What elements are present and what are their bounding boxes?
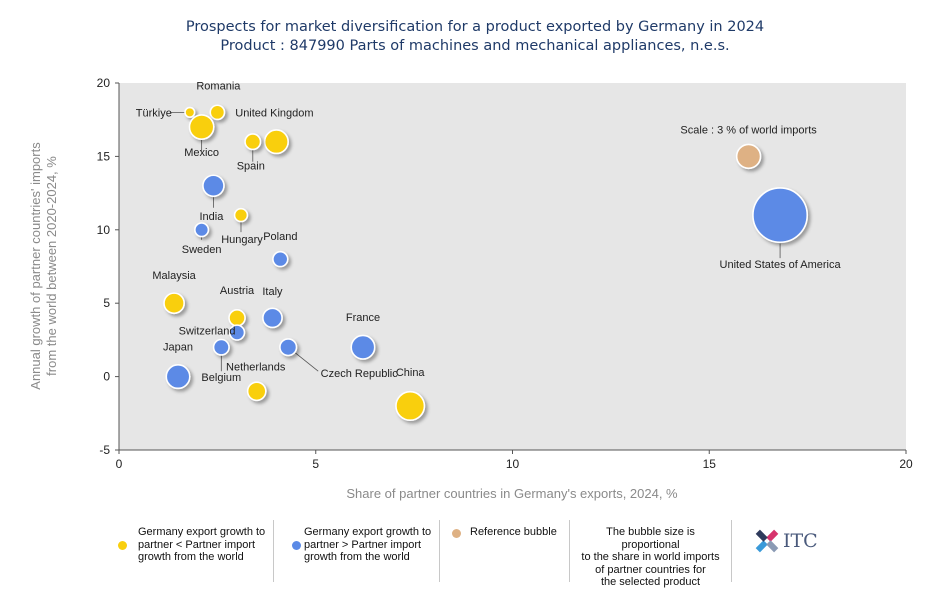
x-tick-label: 0 [116, 457, 123, 471]
chart-subtitle: Product : 847990 Parts of machines and m… [220, 38, 730, 54]
bubble-label-scale-3-of-world-imports: Scale : 3 % of world imports [680, 124, 817, 136]
bubble-label-czech-republic: Czech Republic [321, 368, 399, 380]
x-tick-label: 15 [703, 457, 717, 471]
bubble-poland [272, 250, 289, 268]
bubble-united-kingdom [263, 129, 289, 155]
legend-blue-text: Germany export growth to partner > Partne… [304, 526, 432, 563]
itc-logo: ITC [732, 520, 842, 582]
bubble-label-india: India [200, 211, 225, 223]
x-tick-label: 20 [899, 457, 913, 471]
bubble-switzerland [228, 324, 246, 341]
y-axis-title-line2: from the world between 2020-2024, % [44, 156, 59, 376]
legend-item-reference: Reference bubble [440, 520, 570, 582]
bubble-scale-3-of-world-imports [735, 143, 762, 170]
bubble-label-switzerland: Switzerland [179, 326, 236, 338]
itc-logo-text: ITC [783, 530, 818, 552]
bubble-label-france: France [346, 312, 380, 324]
bubble-label-austria: Austria [220, 285, 255, 297]
bubble-label-china: China [396, 367, 426, 379]
y-axis-title-line1: Annual growth of partner countries' impo… [28, 142, 43, 390]
chart-title: Prospects for market diversification for… [185, 19, 765, 35]
bubble-label-united-kingdom: United Kingdom [235, 108, 313, 120]
bubble-label-japan: Japan [163, 342, 193, 354]
bubble-netherlands [246, 381, 267, 402]
bubble-label-romania: Romania [196, 80, 241, 92]
bubble-label-malaysia: Malaysia [152, 270, 196, 282]
reference-bubble-icon [452, 529, 461, 538]
bubble-united-states-of-america [752, 187, 809, 244]
bubble-romania [209, 104, 226, 121]
legend-item-blue: Germany export growth to partner > Partne… [274, 520, 440, 582]
bubble-czech-republic [279, 338, 298, 357]
legend: Germany export growth to partner < Partne… [100, 520, 842, 588]
bubble-label-hungary: Hungary [221, 234, 263, 246]
x-tick-label: 10 [506, 457, 520, 471]
x-axis-title: Share of partner countries in Germany's … [346, 486, 678, 501]
bubble-label-united-states-of-america: United States of America [720, 259, 842, 271]
legend-yellow-text: Germany export growth to partner < Partne… [138, 526, 266, 563]
legend-item-yellow: Germany export growth to partner < Partne… [100, 520, 274, 582]
bubble-italy [262, 307, 283, 329]
x-tick-label: 5 [312, 457, 319, 471]
bubble-label-poland: Poland [263, 231, 297, 243]
bubble-label-spain: Spain [237, 161, 265, 173]
y-tick-label: 20 [97, 76, 111, 90]
bubble-label-t-rkiye: Türkiye [136, 107, 172, 119]
legend-size-note: The bubble size is proportional to the sh… [570, 520, 732, 588]
bubble-t-rkiye [184, 106, 196, 118]
bubble-india [202, 174, 225, 198]
bubble-austria [228, 309, 246, 327]
bubble-china [395, 390, 426, 421]
bubble-sweden [194, 222, 210, 238]
legend-reference-text: Reference bubble [470, 526, 557, 538]
bubble-france [350, 334, 376, 360]
bubble-label-netherlands: Netherlands [226, 361, 286, 373]
bubble-label-sweden: Sweden [182, 244, 222, 256]
bubble-hungary [233, 207, 249, 223]
y-tick-label: 0 [103, 370, 110, 384]
bubble-label-belgium: Belgium [201, 372, 241, 384]
yellow-bubble-icon [118, 541, 127, 550]
bubble-label-italy: Italy [262, 286, 283, 298]
y-tick-label: 15 [97, 149, 111, 163]
y-tick-label: -5 [99, 443, 110, 457]
bubble-japan [165, 364, 191, 390]
bubble-spain [244, 133, 262, 151]
bubble-belgium [212, 338, 230, 356]
bubble-label-mexico: Mexico [184, 147, 219, 159]
y-tick-label: 10 [97, 223, 111, 237]
y-tick-label: 5 [103, 296, 110, 310]
bubble-mexico [188, 114, 215, 140]
blue-bubble-icon [292, 541, 301, 550]
bubble-malaysia [163, 292, 185, 315]
itc-logo-icon [755, 529, 779, 553]
